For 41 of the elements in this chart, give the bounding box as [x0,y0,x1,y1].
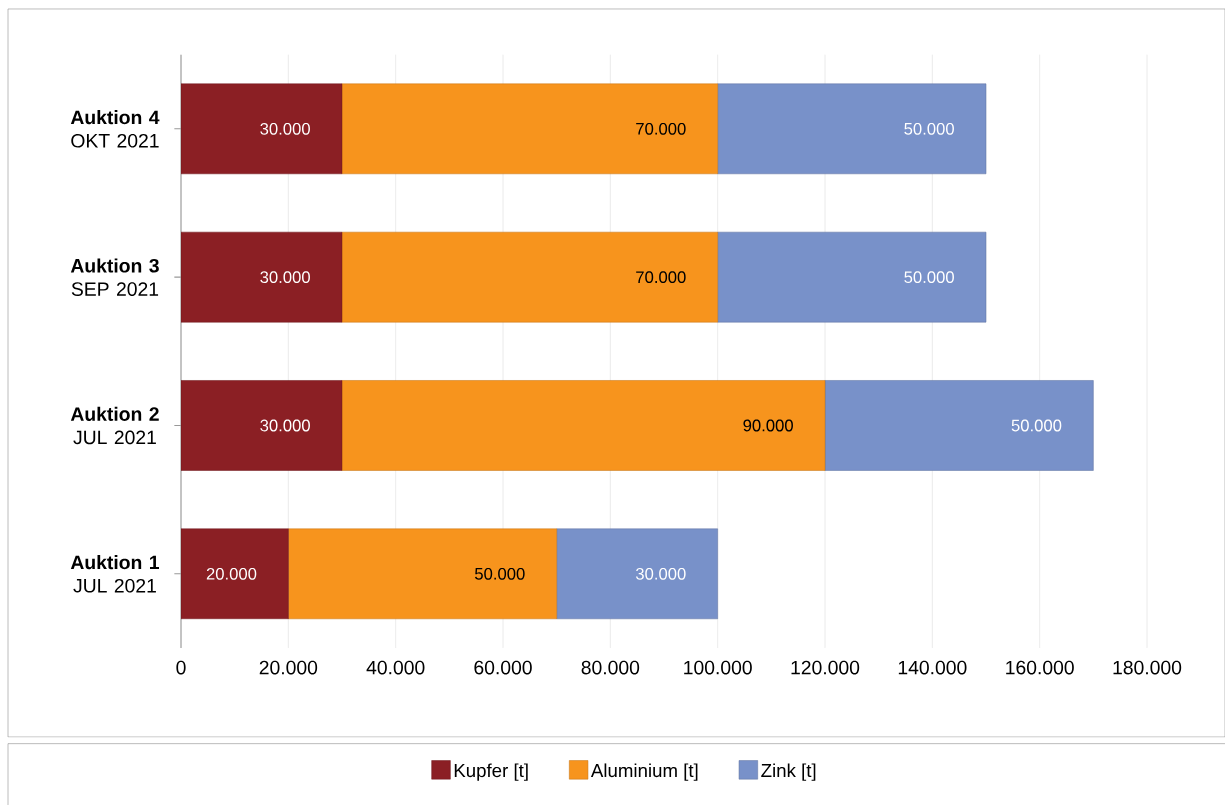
data-label: 30.000 [260,271,310,284]
y-tick-label: Auktion 4 OKT 2021 [70,110,160,148]
y-tick-label: Auktion 2 JUL 2021 [70,406,159,445]
y-tick-label: Auktion 1 JUL 2021 [70,555,160,593]
x-tick-label: 40.000 [366,660,425,675]
data-label: 20.000 [206,567,257,580]
data-label: 90.000 [743,419,793,432]
x-tick-label: 140.000 [898,660,967,675]
x-tick-label: 80.000 [581,660,640,675]
bar [824,380,1094,471]
data-label: 30.000 [260,419,310,432]
legend-label: Kupfer [t] [454,763,528,781]
x-tick-label: 0 [176,660,186,675]
data-label: 70.000 [636,271,686,284]
bar [341,380,826,471]
data-label: 50.000 [1011,419,1062,432]
y-tick-label: Auktion 3 SEP 2021 [70,258,159,296]
legend-label: Zink [t] [761,763,816,781]
bar [288,528,557,620]
data-label: 50.000 [904,122,954,135]
x-tick-label: 20.000 [259,660,318,675]
bar [717,83,987,175]
bar [181,231,343,323]
x-tick-label: 120.000 [791,660,860,675]
bar [341,231,718,323]
legend-label: Aluminium [t] [590,763,698,781]
x-tick-label: 160.000 [1006,660,1074,675]
bar [341,83,718,175]
bar [556,528,718,620]
bar [717,231,987,323]
data-label: 30.000 [260,122,310,135]
data-label: 30.000 [635,567,686,580]
bar [181,83,343,175]
data-label: 50.000 [904,271,954,284]
data-label: 50.000 [474,567,525,580]
bar [181,380,343,471]
x-tick-label: 60.000 [474,660,532,675]
x-tick-label: 100.000 [684,660,752,675]
data-label: 70.000 [636,122,686,135]
bar [181,528,289,620]
x-tick-label: 180.000 [1113,660,1182,675]
